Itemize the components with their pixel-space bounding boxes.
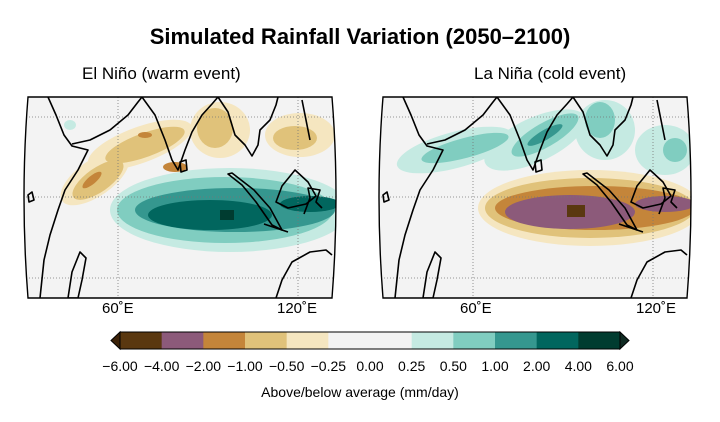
lon-tick-60e-right: 60˚E [460,300,492,317]
colorbar-tick-label: −6.00 [102,358,138,374]
colorbar-tick-label: 6.00 [606,358,634,374]
colorbar-tick-label: 0.50 [439,358,467,374]
map-el-nino [23,96,337,299]
colorbar-segment [328,332,371,349]
colorbar-label: Above/below average (mm/day) [261,384,459,400]
colorbar-tick-label: 2.00 [523,358,551,374]
colorbar-tick-label: −0.25 [310,358,347,374]
lon-tick-120e-left: 120˚E [277,300,318,317]
colorbar-segment [161,332,204,349]
colorbar-tick-label: 0.00 [356,358,384,374]
colorbar-tick-label: −4.00 [143,358,180,374]
figure-title: Simulated Rainfall Variation (2050–2100) [149,24,571,49]
rainfall-deficit-band [60,102,335,206]
colorbar [110,330,630,351]
panel-title-la-nina: La Niña (cold event) [474,64,627,83]
lon-tick-120e-right: 120˚E [636,300,677,317]
colorbar-tick-label: −1.00 [227,358,263,374]
map-frame [23,96,337,299]
colorbar-segment [286,332,329,349]
colorbar-segment [203,332,246,349]
colorbar-segment [578,332,621,349]
colorbar-segment [495,332,538,349]
rainfall-deficit-band [478,170,691,246]
colorbar-tick-label: −0.50 [268,358,305,374]
colorbar-segment [411,332,454,349]
map-la-nina [378,96,692,299]
colorbar-segment [370,332,413,349]
colorbar-segment [536,332,579,349]
colorbar-segment [245,332,288,349]
colorbar-tick-label: 1.00 [481,358,509,374]
colorbar-segment [453,332,496,349]
colorbar-low-extend [110,330,121,351]
colorbar-segment [120,332,163,349]
colorbar-tick-label: −2.00 [185,358,222,374]
colorbar-tick-label: 4.00 [564,358,592,374]
colorbar-tick-label: 0.25 [398,358,426,374]
panel-title-el-nino: El Niño (warm event) [82,64,241,83]
rainfall-surplus-band [64,120,336,252]
lon-tick-60e-left: 60˚E [102,300,134,317]
map-frame [378,96,692,299]
colorbar-high-extend [619,330,630,351]
